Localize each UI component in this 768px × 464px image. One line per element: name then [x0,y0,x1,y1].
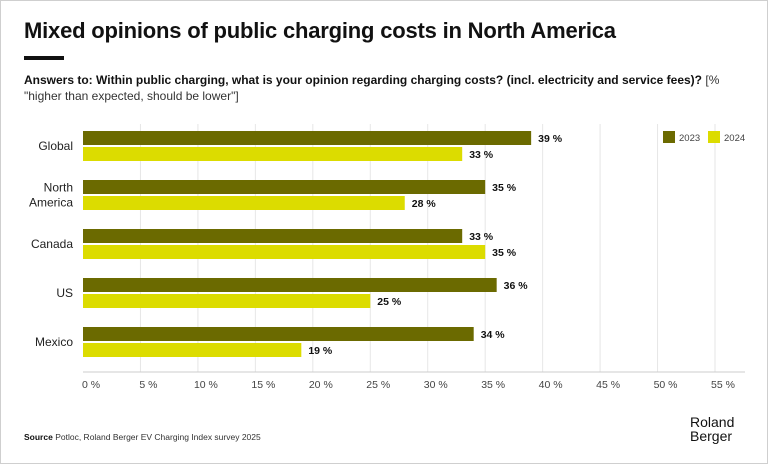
x-tick-label: 35 % [481,379,505,391]
x-tick-label: 40 % [539,379,563,391]
category-label: Mexico [35,335,73,349]
category-label: North [44,181,73,195]
bar-2024 [83,245,486,259]
chart-title: Mixed opinions of public charging costs … [24,18,616,43]
category-label: America [29,196,73,210]
chart-subtitle: Answers to: Within public charging, what… [24,72,744,104]
bar-2023 [83,278,497,292]
source-note: Source Potloc, Roland Berger EV Charging… [24,432,261,442]
bar-2023 [83,131,532,145]
bar-2024 [83,294,371,308]
bar-2024 [83,196,405,210]
x-tick-label: 5 % [139,379,157,391]
subtitle-note: [% "higher than expected, should be lowe… [24,73,720,103]
title-underline [24,56,64,60]
logo-line-2: Berger [690,428,733,444]
x-tick-label: 0 % [82,379,100,391]
data-label: 35 % [492,247,517,259]
x-tick-label: 50 % [654,379,678,391]
data-label: 34 % [481,329,506,341]
x-tick-label: 25 % [366,379,390,391]
x-tick-label: 15 % [251,379,275,391]
x-tick-label: 30 % [424,379,448,391]
logo-line-1: Roland [690,414,735,430]
bar-2024 [83,147,463,161]
source-label: Source [24,432,53,442]
x-tick-label: 20 % [309,379,333,391]
bar-2023 [83,327,474,341]
x-tick-label: 55 % [711,379,735,391]
legend-label: 2024 [724,133,745,144]
data-label: 35 % [492,182,517,194]
bar-2024 [83,343,302,357]
data-label: 36 % [504,280,529,292]
data-label: 39 % [538,133,563,145]
source-text: Potloc, Roland Berger EV Charging Index … [55,432,261,442]
data-label: 19 % [308,345,333,357]
subtitle-question: Answers to: Within public charging, what… [24,73,703,87]
category-label: Global [38,139,73,153]
x-tick-label: 10 % [194,379,218,391]
data-label: 33 % [469,149,494,161]
bar-2023 [83,229,463,243]
bar-2023 [83,180,486,194]
legend-swatch-2023 [663,131,675,143]
legend-swatch-2024 [708,131,720,143]
roland-berger-logo: Roland Berger [690,415,734,443]
data-label: 28 % [412,198,437,210]
category-label: Canada [31,237,73,251]
category-label: US [56,286,73,300]
legend-label: 2023 [679,133,700,144]
data-label: 25 % [377,296,402,308]
x-tick-label: 45 % [596,379,620,391]
data-label: 33 % [469,231,494,243]
